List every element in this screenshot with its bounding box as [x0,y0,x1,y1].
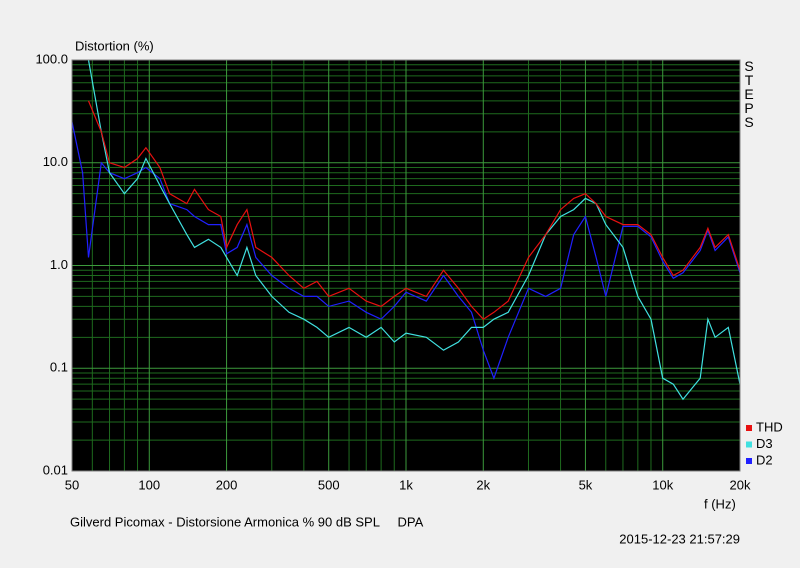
x-tick-label: 2k [476,477,490,492]
x-axis-label: f (Hz) [704,496,736,511]
timestamp: 2015-12-23 21:57:29 [619,531,740,546]
series-line [87,100,740,320]
series-line [87,60,740,401]
legend-label: D2 [756,452,773,467]
y-tick-label: 100.0 [35,51,68,66]
y-tick-label: 10.0 [43,154,68,169]
plot-border [71,59,741,472]
x-tick-label: 200 [216,477,238,492]
x-tick-label: 1k [399,477,413,492]
side-label: STEPS [741,58,757,128]
footer: Gilverd Picomax - Distorsione Armonica %… [70,514,424,529]
legend-swatch [746,458,752,464]
legend-label: THD [756,419,783,434]
x-tick-label: 5k [579,477,593,492]
legend-swatch [746,441,752,448]
x-tick-label: 50 [65,477,79,492]
y-axis-label: Distortion (%) [75,38,154,53]
y-tick-label: 1.0 [50,257,68,272]
x-tick-label: 500 [318,477,340,492]
x-tick-label: 10k [652,477,673,492]
legend-swatch [746,425,752,431]
y-tick-label: 0.01 [43,462,68,477]
y-tick-label: 0.1 [50,360,68,375]
lines [72,60,740,401]
x-tick-label: 100 [138,477,160,492]
legend-label: D3 [756,436,773,451]
series-line [72,121,740,380]
x-tick-label: 20k [730,477,751,492]
